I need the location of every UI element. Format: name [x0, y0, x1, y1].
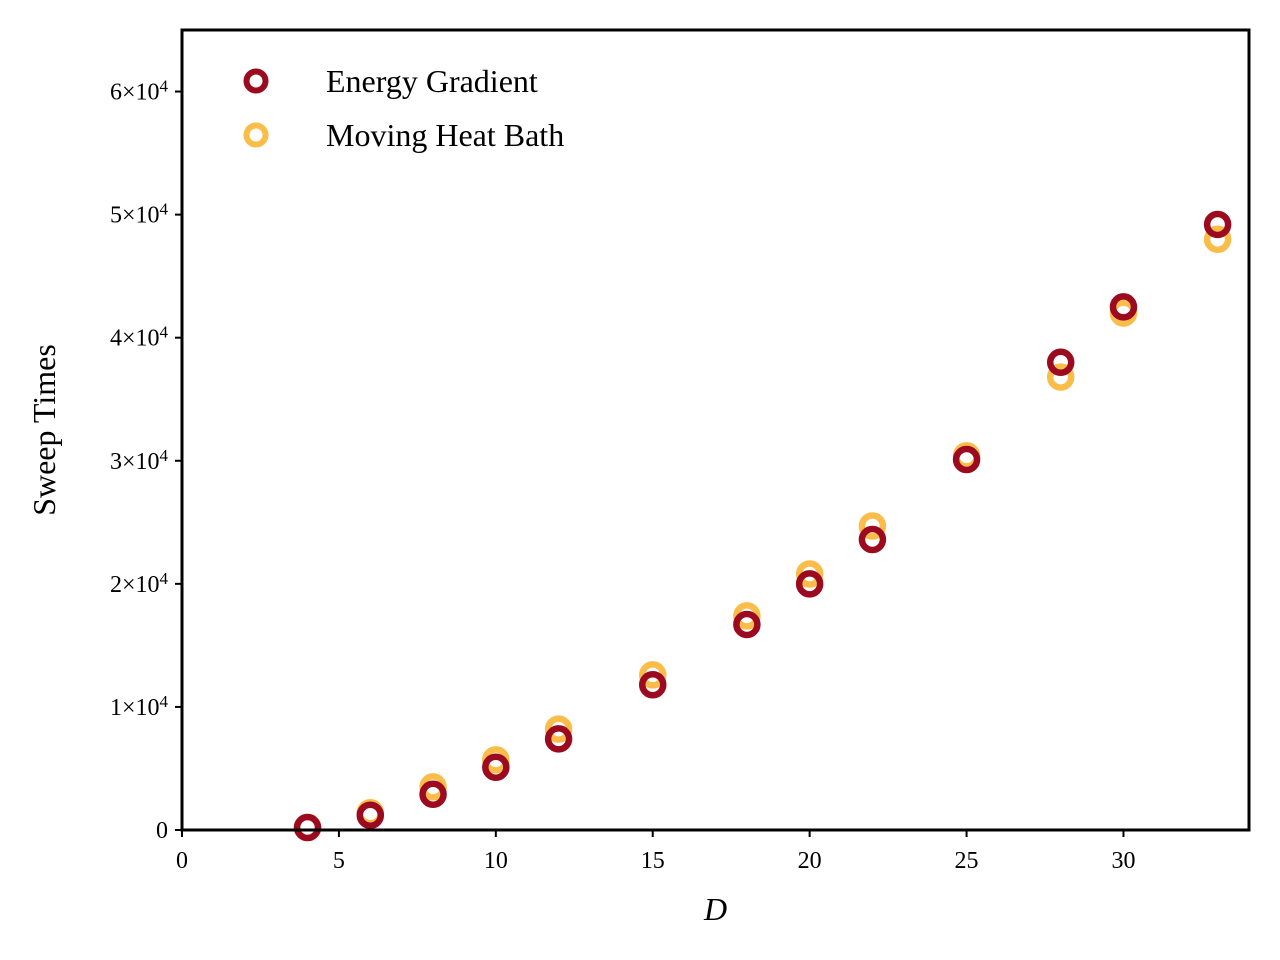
- x-tick-label: 25: [955, 848, 979, 874]
- x-tick-label: 15: [641, 848, 665, 874]
- data-point-energy-gradient: [733, 610, 761, 639]
- x-tick-label: 10: [484, 848, 508, 874]
- y-tick-label: 4×104: [110, 323, 169, 352]
- x-tick-label: 0: [176, 848, 188, 874]
- data-point-energy-gradient: [419, 780, 447, 809]
- legend: Energy Gradient Moving Heat Bath: [243, 63, 564, 153]
- data-point-moving-heat-bath: [1046, 363, 1075, 391]
- x-tick-label: 5: [333, 848, 345, 874]
- legend-label-moving-heat-bath: Moving Heat Bath: [326, 117, 564, 153]
- y-axis-label: Sweep Times: [26, 344, 62, 516]
- y-tick-label: 3×104: [110, 446, 169, 475]
- plot-frame: [180, 28, 1251, 832]
- legend-label-energy-gradient: Energy Gradient: [326, 63, 538, 99]
- data-point-moving-heat-bath: [1203, 225, 1232, 253]
- data-point-moving-heat-bath: [638, 661, 667, 689]
- data-point-moving-heat-bath: [858, 512, 887, 540]
- data-point-energy-gradient: [1203, 210, 1232, 239]
- legend-marker-energy-gradient: [243, 68, 269, 94]
- data-point-moving-heat-bath: [795, 560, 824, 588]
- legend-marker-moving-heat-bath: [243, 122, 269, 148]
- y-tick-label: 0: [156, 818, 168, 844]
- data-point-energy-gradient: [795, 570, 824, 598]
- data-point-energy-gradient: [482, 753, 510, 781]
- y-tick-label: 1×104: [110, 692, 169, 721]
- data-point-energy-gradient: [1046, 348, 1075, 377]
- data-point-moving-heat-bath: [544, 715, 573, 743]
- data-point-energy-gradient: [544, 725, 573, 753]
- y-tick-label: 6×104: [110, 77, 169, 106]
- data-point-energy-gradient: [638, 671, 667, 699]
- x-tick-label: 20: [798, 848, 822, 874]
- data-point-energy-gradient: [356, 801, 385, 829]
- y-tick-label: 2×104: [110, 569, 169, 598]
- marks-layer: [293, 210, 1232, 842]
- data-point-energy-gradient: [293, 813, 322, 842]
- x-axis-label: D: [703, 891, 727, 927]
- data-point-energy-gradient: [1109, 293, 1138, 321]
- x-tick-label: 30: [1111, 848, 1135, 874]
- data-point-energy-gradient: [952, 445, 981, 474]
- y-tick-label: 5×104: [110, 200, 169, 229]
- ticks-layer: 0 5 10 15 20 25 30 0 1×104 2×104 3×104 4×104 5×104 6×…: [110, 77, 1136, 874]
- data-point-energy-gradient: [858, 525, 887, 554]
